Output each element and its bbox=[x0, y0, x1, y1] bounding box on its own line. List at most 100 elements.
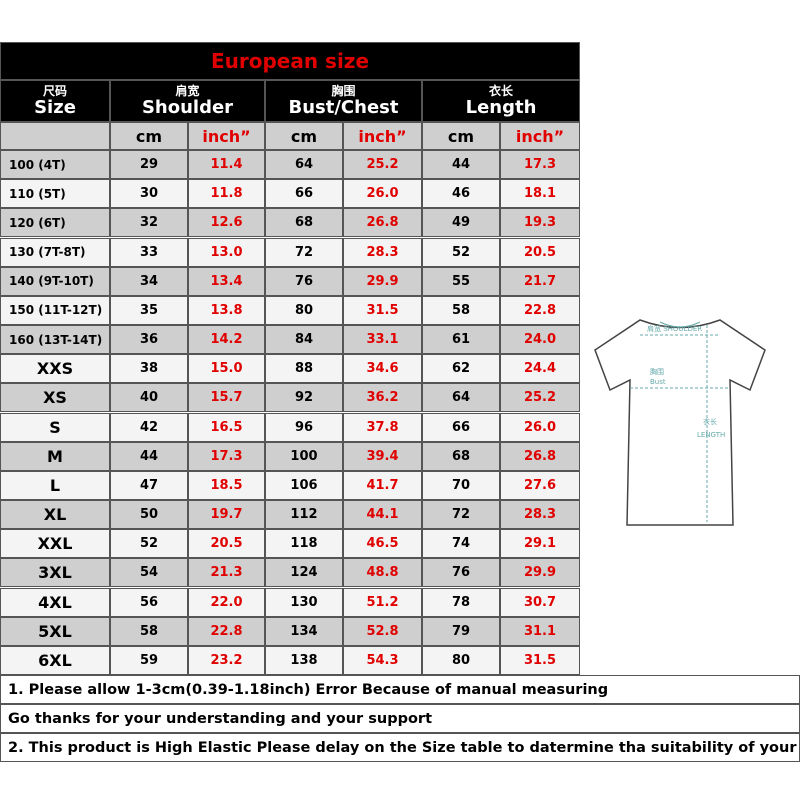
tshirt-outline bbox=[594, 319, 766, 526]
measurement: 35 bbox=[110, 295, 188, 325]
measurement: 26.8 bbox=[343, 208, 422, 238]
measurement: 72 bbox=[422, 500, 500, 530]
measurement: 52 bbox=[422, 237, 500, 267]
measurement: 64 bbox=[422, 383, 500, 413]
measurement: 100 bbox=[265, 441, 343, 471]
measurement: 40 bbox=[110, 383, 188, 413]
measurement: 36.2 bbox=[343, 383, 422, 413]
measurement: 76 bbox=[422, 558, 500, 588]
measurement: 29 bbox=[110, 150, 188, 180]
measurement: 138 bbox=[265, 645, 343, 675]
measurement: 118 bbox=[265, 529, 343, 559]
unit-header: inch” bbox=[343, 122, 422, 150]
measurement: 54.3 bbox=[343, 645, 422, 675]
size-label: XL bbox=[0, 500, 110, 530]
measurement: 31.5 bbox=[500, 645, 580, 675]
measurement: 66 bbox=[265, 179, 343, 209]
measurement: 28.3 bbox=[343, 237, 422, 267]
measurement: 21.7 bbox=[500, 266, 580, 296]
measurement: 31.1 bbox=[500, 616, 580, 646]
measurement: 106 bbox=[265, 470, 343, 500]
length-cn-label: 衣长 bbox=[703, 417, 717, 426]
measurement: 20.5 bbox=[188, 529, 265, 559]
size-label: 150 (11T-12T) bbox=[0, 295, 110, 325]
measurement: 34 bbox=[110, 266, 188, 296]
size-label: XXS bbox=[0, 354, 110, 384]
measurement: 13.0 bbox=[188, 237, 265, 267]
measurement: 49 bbox=[422, 208, 500, 238]
measurement: 11.8 bbox=[188, 179, 265, 209]
measurement: 52.8 bbox=[343, 616, 422, 646]
measurement: 124 bbox=[265, 558, 343, 588]
measurement: 29.9 bbox=[500, 558, 580, 588]
measurement: 59 bbox=[110, 645, 188, 675]
header-cn: 胸围 bbox=[331, 83, 356, 98]
measurement: 12.6 bbox=[188, 208, 265, 238]
measurement: 58 bbox=[110, 616, 188, 646]
measurement: 36 bbox=[110, 325, 188, 355]
header-cn: 肩宽 bbox=[175, 83, 200, 98]
measurement: 44.1 bbox=[343, 500, 422, 530]
measurement: 46 bbox=[422, 179, 500, 209]
header-cn: 尺码 bbox=[42, 83, 67, 98]
unit-header: cm bbox=[422, 122, 500, 150]
measurement: 51.2 bbox=[343, 587, 422, 617]
measurement: 15.0 bbox=[188, 354, 265, 384]
size-label: 6XL bbox=[0, 645, 110, 675]
measurement: 62 bbox=[422, 354, 500, 384]
size-label: 4XL bbox=[0, 587, 110, 617]
measurement: 17.3 bbox=[188, 441, 265, 471]
size-label: 130 (7T-8T) bbox=[0, 237, 110, 267]
note: Go thanks for your understanding and you… bbox=[0, 704, 800, 733]
measurement: 28.3 bbox=[500, 500, 580, 530]
unit-header: cm bbox=[110, 122, 188, 150]
measurement: 16.5 bbox=[188, 412, 265, 442]
measurement: 19.3 bbox=[500, 208, 580, 238]
measurement: 38 bbox=[110, 354, 188, 384]
measurement: 92 bbox=[265, 383, 343, 413]
length-en-label: LENGTH bbox=[697, 431, 725, 439]
measurement: 24.4 bbox=[500, 354, 580, 384]
size-label: 140 (9T-10T) bbox=[0, 266, 110, 296]
shoulder-label: 肩宽 SHOULDER bbox=[647, 324, 702, 333]
bust-cn-label: 胸围 bbox=[650, 367, 664, 376]
measurement: 15.7 bbox=[188, 383, 265, 413]
measurement: 64 bbox=[265, 150, 343, 180]
measurement: 70 bbox=[422, 470, 500, 500]
measurement: 39.4 bbox=[343, 441, 422, 471]
measurement: 88 bbox=[265, 354, 343, 384]
column-header: 胸围 Bust/Chest bbox=[265, 80, 422, 122]
measurement: 76 bbox=[265, 266, 343, 296]
measurement: 33.1 bbox=[343, 325, 422, 355]
measurement: 72 bbox=[265, 237, 343, 267]
column-header: 尺码 Size bbox=[0, 80, 110, 122]
measurement: 74 bbox=[422, 529, 500, 559]
measurement: 13.4 bbox=[188, 266, 265, 296]
measurement: 79 bbox=[422, 616, 500, 646]
tshirt-diagram: 肩宽 SHOULDER 胸围 Bust 衣长 LENGTH bbox=[594, 319, 766, 526]
measurement: 14.2 bbox=[188, 325, 265, 355]
measurement: 23.2 bbox=[188, 645, 265, 675]
measurement: 25.2 bbox=[343, 150, 422, 180]
header-en: Bust/Chest bbox=[288, 96, 399, 118]
measurement: 32 bbox=[110, 208, 188, 238]
measurement: 42 bbox=[110, 412, 188, 442]
measurement: 30 bbox=[110, 179, 188, 209]
size-label: L bbox=[0, 470, 110, 500]
size-label: 120 (6T) bbox=[0, 208, 110, 238]
measurement: 26.0 bbox=[500, 412, 580, 442]
measurement: 11.4 bbox=[188, 150, 265, 180]
size-label: 3XL bbox=[0, 558, 110, 588]
measurement: 112 bbox=[265, 500, 343, 530]
measurement: 48.8 bbox=[343, 558, 422, 588]
measurement: 58 bbox=[422, 295, 500, 325]
measurement: 22.8 bbox=[500, 295, 580, 325]
measurement: 46.5 bbox=[343, 529, 422, 559]
measurement: 30.7 bbox=[500, 587, 580, 617]
measurement: 68 bbox=[265, 208, 343, 238]
measurement: 22.8 bbox=[188, 616, 265, 646]
measurement: 22.0 bbox=[188, 587, 265, 617]
header-cn: 衣长 bbox=[488, 83, 513, 98]
size-label: S bbox=[0, 412, 110, 442]
